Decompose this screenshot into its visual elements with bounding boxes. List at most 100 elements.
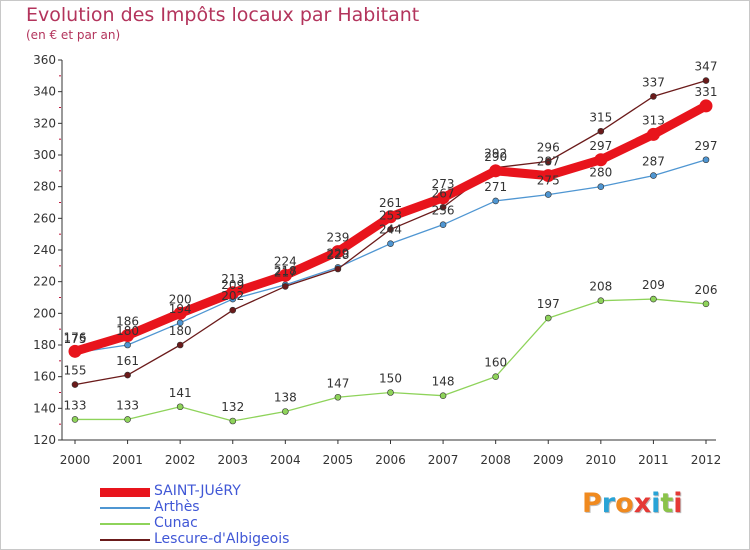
data-point (71, 416, 79, 423)
data-point (229, 417, 237, 425)
data-point (124, 371, 131, 379)
x-tick-label: 2008 (480, 453, 511, 467)
data-label: 273 (432, 177, 455, 191)
data-point (597, 127, 605, 135)
x-tick-label: 2009 (533, 453, 564, 467)
data-label: 186 (116, 315, 139, 329)
data-point (384, 210, 397, 224)
data-label: 267 (432, 186, 455, 200)
y-tick-label: 280 (33, 180, 56, 194)
data-point (489, 164, 503, 178)
data-label: 292 (484, 147, 507, 161)
x-tick-label: 2005 (323, 453, 354, 467)
data-point (226, 286, 240, 300)
data-point (229, 306, 237, 314)
data-point (541, 169, 555, 183)
data-point (597, 183, 605, 190)
x-tick-label: 2004 (270, 453, 301, 467)
data-label: 133 (64, 398, 87, 412)
data-point (702, 300, 710, 308)
proxiti-logo: Proxiti (582, 488, 683, 519)
data-label: 213 (221, 272, 244, 286)
data-label: 180 (116, 324, 139, 338)
data-point (650, 172, 657, 179)
data-label: 296 (537, 140, 560, 154)
data-point (331, 245, 345, 259)
data-label: 147 (326, 376, 349, 390)
data-label: 224 (274, 254, 297, 268)
data-label: 132 (221, 400, 244, 414)
x-tick-label: 2002 (165, 453, 196, 467)
data-label: 228 (326, 248, 349, 262)
data-label: 217 (274, 265, 297, 279)
y-tick-label: 360 (33, 53, 56, 67)
data-label: 148 (432, 375, 455, 389)
data-label: 197 (537, 297, 560, 311)
data-label: 200 (169, 292, 192, 306)
y-tick-label: 120 (33, 433, 56, 447)
data-point (439, 221, 447, 228)
y-tick-label: 340 (33, 85, 56, 99)
legend-swatch-lescure (100, 539, 150, 541)
data-label: 239 (326, 231, 349, 245)
data-point (121, 329, 135, 342)
y-tick-label: 180 (33, 338, 56, 352)
data-point (702, 156, 710, 164)
data-label: 290 (484, 150, 507, 164)
data-label: 287 (537, 155, 560, 169)
data-point (124, 416, 131, 423)
y-tick-label: 140 (33, 401, 56, 415)
data-point (278, 268, 292, 282)
data-point (282, 408, 289, 415)
data-label: 331 (695, 85, 718, 99)
logo-letter: r (601, 488, 616, 519)
x-tick-label: 2007 (428, 453, 459, 467)
data-point (387, 226, 394, 233)
data-label: 280 (589, 166, 612, 180)
data-label: 337 (642, 75, 665, 89)
data-label: 194 (169, 302, 192, 316)
data-point (650, 295, 657, 303)
data-label: 138 (274, 391, 297, 405)
data-label: 253 (379, 208, 402, 222)
data-point (439, 392, 447, 399)
y-tick-label: 300 (33, 148, 56, 162)
data-point (176, 403, 184, 411)
data-label: 141 (169, 386, 192, 400)
logo-letter: i (673, 488, 683, 519)
legend-label-saint-juery: SAINT-JUéRY (154, 483, 241, 499)
data-point (71, 381, 79, 388)
y-tick-label: 260 (33, 211, 56, 225)
data-point (436, 191, 450, 205)
x-tick-label: 2010 (586, 453, 617, 467)
x-tick-label: 2011 (638, 453, 669, 467)
data-point (702, 77, 710, 84)
x-tick-label: 2001 (112, 453, 143, 467)
data-label: 133 (116, 398, 139, 412)
x-tick-label: 2003 (217, 453, 248, 467)
y-tick-label: 160 (33, 370, 56, 384)
data-label: 313 (642, 113, 665, 127)
logo-letter: P (582, 488, 602, 519)
data-label: 180 (169, 324, 192, 338)
data-label: 161 (116, 354, 139, 368)
chart-title: Evolution des Impôts locaux par Habitant (26, 4, 420, 26)
data-point (544, 314, 552, 322)
data-point (594, 153, 608, 167)
x-tick-label: 2006 (375, 453, 406, 467)
legend-label-arthes: Arthès (154, 499, 200, 515)
data-label: 271 (484, 180, 507, 194)
data-label: 209 (642, 278, 665, 292)
data-point (492, 373, 499, 380)
data-label: 261 (379, 196, 402, 210)
legend-swatch-cunac (100, 523, 150, 525)
data-label: 347 (695, 60, 718, 74)
data-point (68, 344, 82, 358)
data-label: 208 (589, 280, 612, 294)
data-point (334, 265, 342, 273)
data-label: 206 (695, 283, 718, 297)
y-tick-label: 240 (33, 243, 56, 257)
data-point (492, 197, 499, 205)
data-label: 315 (589, 110, 612, 124)
data-point (597, 297, 605, 304)
